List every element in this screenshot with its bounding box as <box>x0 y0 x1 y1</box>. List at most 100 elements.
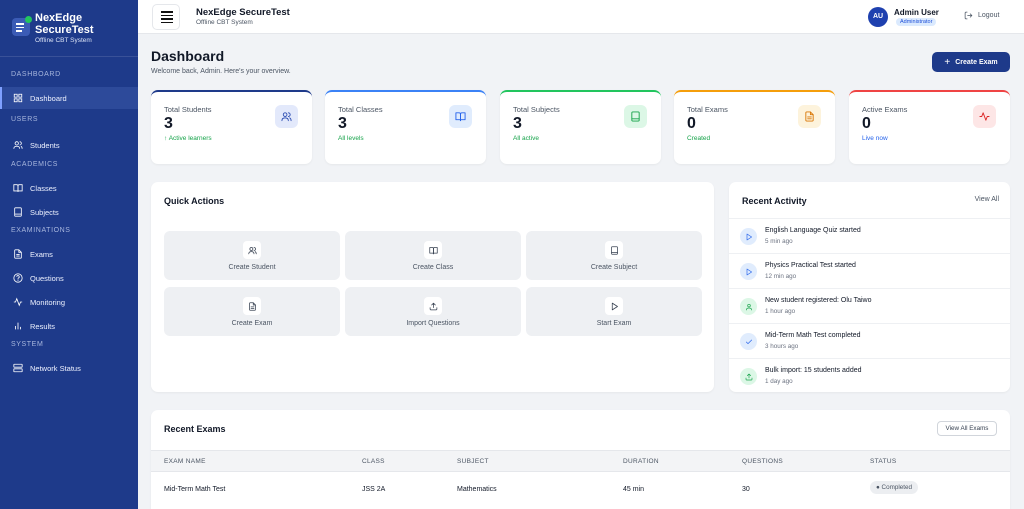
section-dashboard: DASHBOARD <box>11 71 61 78</box>
column-header-duration[interactable]: DURATION <box>623 458 659 465</box>
grid-icon <box>13 93 23 103</box>
stat-label: Total Classes <box>338 105 383 114</box>
sidebar-item-dashboard[interactable]: Dashboard <box>0 87 138 109</box>
sidebar: NexEdge SecureTest Offline CBT System DA… <box>0 0 138 509</box>
sidebar-item-classes[interactable]: Classes <box>0 177 138 199</box>
activity-icon <box>979 112 990 121</box>
sidebar-item-questions[interactable]: Questions <box>0 267 138 289</box>
column-header-subject[interactable]: SUBJECT <box>457 458 489 465</box>
view-all-activity-link[interactable]: View All <box>974 196 999 203</box>
stat-icon-box <box>973 105 996 128</box>
quick-action-create-subject[interactable]: Create Subject <box>526 231 702 280</box>
stat-label: Total Students <box>164 105 212 114</box>
cell-class: JSS 2A <box>362 486 386 493</box>
quick-action-icon-box <box>424 297 442 315</box>
users-icon <box>281 112 292 122</box>
users-icon <box>247 246 257 254</box>
stat-label: Active Exams <box>862 105 908 114</box>
quick-action-label: Create Exam <box>231 320 273 327</box>
sidebar-item-subjects[interactable]: Subjects <box>0 201 138 223</box>
activity-icon-badge <box>740 333 757 350</box>
topbar-app-subtitle: Offline CBT System <box>196 19 253 26</box>
check-icon <box>745 339 752 344</box>
brand-logo-icon <box>12 16 32 36</box>
sidebar-item-label: Exams <box>30 249 53 259</box>
recent-activity-card: Recent Activity View All English Languag… <box>729 182 1010 392</box>
quick-action-icon-box <box>605 297 623 315</box>
cell-questions: 30 <box>742 486 750 493</box>
sidebar-item-results[interactable]: Results <box>0 315 138 337</box>
play-icon <box>746 233 752 240</box>
page-subtitle: Welcome back, Admin. Here's your overvie… <box>151 68 291 75</box>
stat-note: ↑ Active learners <box>164 135 212 142</box>
help-circle-icon <box>13 273 23 283</box>
menu-toggle-button[interactable] <box>152 4 180 30</box>
file-icon <box>805 111 814 122</box>
column-header-class[interactable]: CLASS <box>362 458 385 465</box>
user-role-badge: Administrator <box>896 18 937 26</box>
quick-action-create-class[interactable]: Create Class <box>345 231 521 280</box>
activity-item[interactable]: Bulk import: 15 students added 1 day ago <box>729 358 1010 393</box>
activity-icon <box>13 297 23 307</box>
avatar[interactable]: AU <box>868 7 888 27</box>
sidebar-item-label: Results <box>30 321 56 331</box>
activity-icon-badge <box>740 228 757 245</box>
activity-time: 5 min ago <box>765 238 793 245</box>
stat-note: All active <box>513 135 540 142</box>
recent-exams-title: Recent Exams <box>164 424 226 434</box>
quick-action-create-exam[interactable]: Create Exam <box>164 287 340 336</box>
sidebar-item-network-status[interactable]: Network Status <box>0 357 138 379</box>
quick-action-import-questions[interactable]: Import Questions <box>345 287 521 336</box>
stat-label: Total Exams <box>687 105 728 114</box>
stat-card-total-exams: Total Exams 0 Created <box>674 90 835 164</box>
activity-time: 1 hour ago <box>765 308 796 315</box>
stat-card-active-exams: Active Exams 0 Live now <box>849 90 1010 164</box>
activity-item[interactable]: English Language Quiz started 5 min ago <box>729 218 1010 253</box>
server-icon <box>13 363 23 373</box>
page-title: Dashboard <box>151 48 225 64</box>
stat-note: All levels <box>338 135 364 142</box>
activity-text: Bulk import: 15 students added <box>765 367 862 374</box>
create-exam-label: Create Exam <box>955 58 998 66</box>
activity-item[interactable]: Physics Practical Test started 12 min ago <box>729 253 1010 288</box>
quick-action-start-exam[interactable]: Start Exam <box>526 287 702 336</box>
brand-name-line1: NexEdge <box>35 12 83 24</box>
activity-item[interactable]: New student registered: Olu Taiwo 1 hour … <box>729 288 1010 323</box>
stat-value: 3 <box>164 115 173 132</box>
activity-time: 3 hours ago <box>765 343 799 350</box>
book-icon <box>14 207 22 217</box>
topbar-app-name: NexEdge SecureTest <box>196 7 290 18</box>
upload-icon <box>429 302 437 310</box>
cell-duration: 45 min <box>623 486 645 493</box>
column-header-questions[interactable]: QUESTIONS <box>742 458 783 465</box>
quick-action-create-student[interactable]: Create Student <box>164 231 340 280</box>
column-header-status[interactable]: STATUS <box>870 458 897 465</box>
quick-actions-card: Quick Actions Create Student Create Class… <box>151 182 714 392</box>
sidebar-item-label: Questions <box>30 273 64 283</box>
sidebar-item-monitoring[interactable]: Monitoring <box>0 291 138 313</box>
stat-card-total-classes: Total Classes 3 All levels <box>325 90 486 164</box>
stat-value: 3 <box>338 115 347 132</box>
quick-action-icon-box <box>605 241 623 259</box>
activity-item[interactable]: Mid-Term Math Test completed 3 hours ago <box>729 323 1010 358</box>
quick-action-label: Create Class <box>412 264 454 271</box>
stat-value: 0 <box>687 115 696 132</box>
sidebar-item-exams[interactable]: Exams <box>0 243 138 265</box>
view-all-exams-button[interactable]: View All Exams <box>937 421 997 436</box>
create-exam-button[interactable]: + Create Exam <box>932 52 1010 72</box>
book-open-icon <box>455 112 466 122</box>
recent-activity-title: Recent Activity <box>742 196 807 206</box>
play-icon <box>746 268 752 275</box>
brand: NexEdge SecureTest Offline CBT System <box>0 0 138 57</box>
plus-icon: + <box>944 56 951 68</box>
column-header-exam-name[interactable]: EXAM NAME <box>164 458 206 465</box>
stat-card-total-subjects: Total Subjects 3 All active <box>500 90 661 164</box>
logout-label: Logout <box>978 12 1000 19</box>
quick-action-icon-box <box>243 297 261 315</box>
quick-actions-title: Quick Actions <box>164 196 225 206</box>
status-badge: ● Completed <box>870 481 919 494</box>
activity-icon-badge <box>740 298 757 315</box>
sidebar-item-students[interactable]: Students <box>0 134 138 156</box>
logout-button[interactable]: Logout <box>964 11 999 20</box>
quick-action-label: Import Questions <box>406 320 460 327</box>
